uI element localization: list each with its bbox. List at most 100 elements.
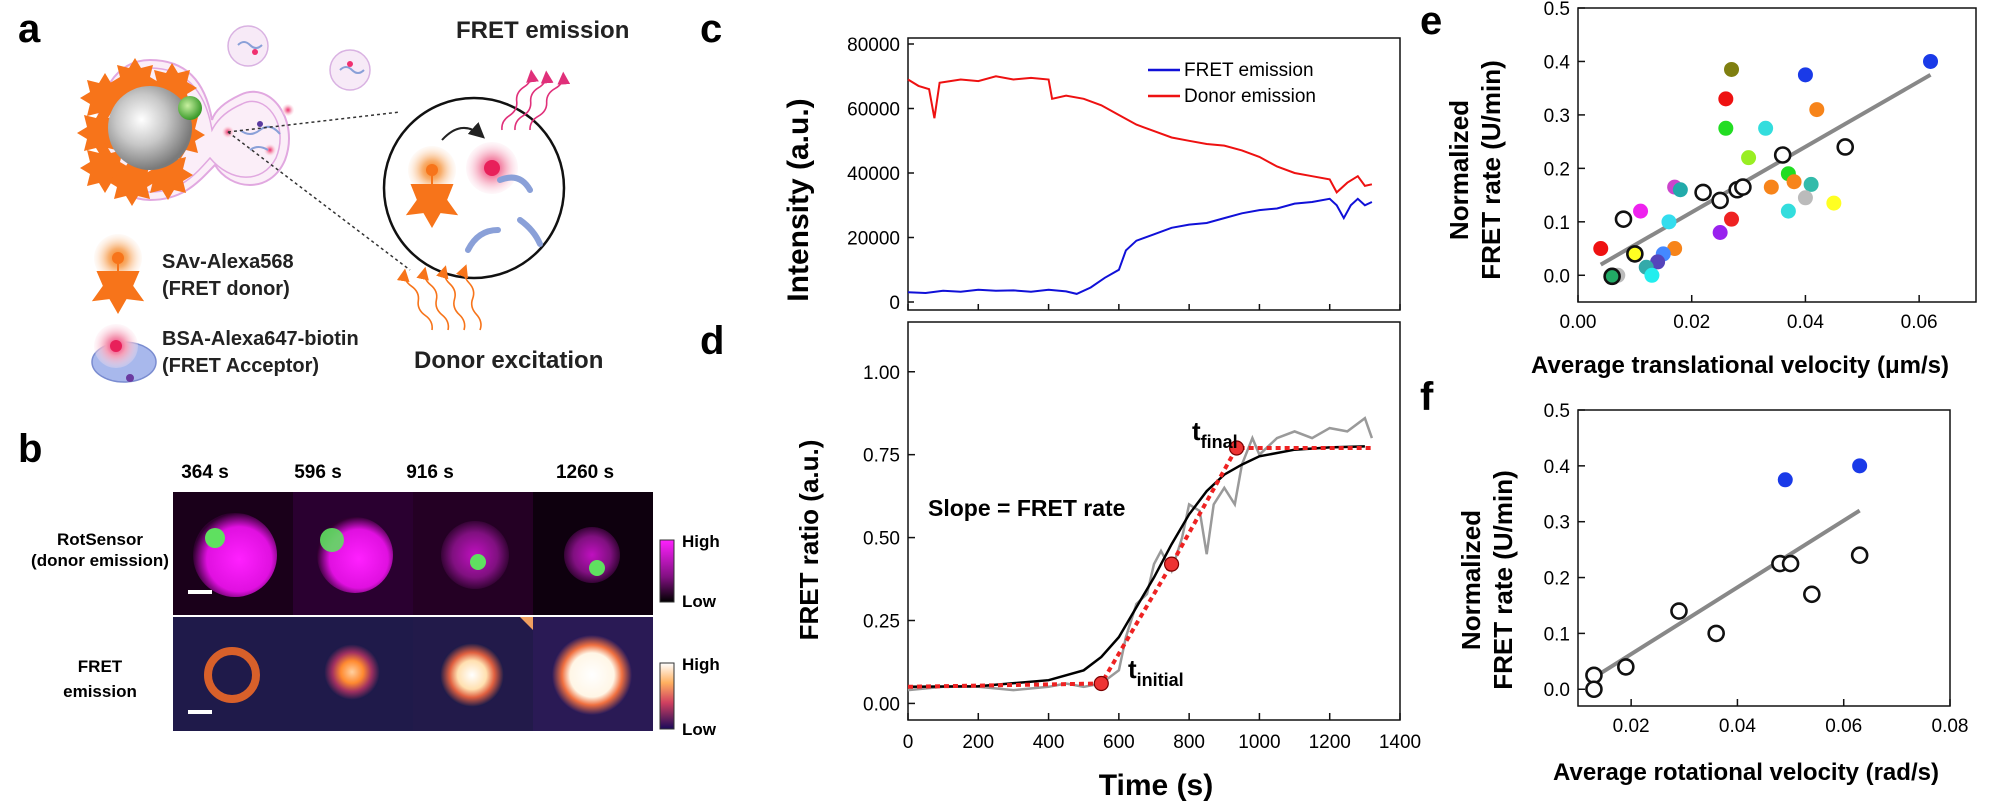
time-label-2: 596 s [294, 462, 342, 483]
e-ytick-label: 0.2 [1544, 159, 1570, 180]
f-point [1777, 472, 1793, 488]
vesicles [227, 25, 371, 91]
f-point [1852, 458, 1868, 474]
d-xtick-label: 800 [1173, 732, 1205, 753]
f-ytick-label: 0.2 [1544, 569, 1570, 590]
f-ytick-label: 0.3 [1544, 513, 1570, 534]
f-xtick-label: 0.02 [1613, 716, 1650, 737]
e-marks [1593, 53, 1939, 286]
panel-c: c Intensity (a.u.) 0 20000 40000 60000 80000… [700, 7, 1401, 314]
d-plot-frame [907, 321, 1401, 721]
c-ytick-label: 40000 [847, 164, 900, 185]
f-xtick-label: 0.04 [1719, 716, 1756, 737]
time-label-4: 1260 s [556, 462, 614, 483]
d-ylabel: FRET ratio (a.u.) [794, 440, 824, 641]
e-point [1694, 183, 1712, 202]
e-point [1836, 138, 1855, 156]
donor-legend: SAv-Alexa568 (FRET donor) [91, 234, 294, 315]
e-point [1667, 241, 1683, 257]
e-point [1741, 150, 1757, 166]
e-xtick-label: 0.06 [1901, 312, 1938, 333]
panel-label-e: e [1420, 0, 1442, 43]
c-ytick-label: 20000 [847, 229, 900, 250]
f-fit-line [1587, 508, 1861, 683]
c-ylabel: Intensity (a.u.) [782, 98, 815, 301]
legend-fret-emission: FRET emission [1184, 60, 1314, 81]
panel-e: e Normalized FRET rate (U/min) Average t… [1420, 0, 1977, 379]
donor-name: SAv-Alexa568 [162, 251, 294, 273]
e-ytick-label: 0.5 [1544, 0, 1570, 20]
row1-label-line1: RotSensor [57, 530, 143, 549]
fret-scale-bar: High Low [659, 655, 720, 739]
e-point [1809, 102, 1825, 118]
d-series-slope [907, 446, 1372, 689]
f-xtick-label: 0.08 [1932, 716, 1969, 737]
donor-excitation-title: Donor excitation [414, 347, 603, 374]
f-ylabel-line1: Normalized [1456, 510, 1486, 650]
fret-emission-title: FRET emission [456, 17, 629, 44]
row2-label-line1: FRET [78, 657, 123, 676]
scale2-high: High [682, 655, 720, 674]
f-axes: 0.02 0.04 0.06 0.08 0.0 0.1 0.2 0.3 0.4 0.5 [1544, 401, 1969, 737]
d-ytick-label: 0.25 [863, 612, 900, 633]
f-xtick-label: 0.06 [1825, 716, 1862, 737]
d-series [907, 416, 1374, 692]
e-point [1826, 195, 1842, 211]
scale1-high: High [682, 532, 720, 551]
c-ytick-label: 80000 [847, 35, 900, 56]
d-axes: 0 200 400 600 800 1000 1200 1400 0.00 0.25 0.50 0.7… [863, 363, 1421, 753]
c-legend: FRET emission Donor emission [1148, 60, 1316, 107]
d-xtick-label: 600 [1103, 732, 1135, 753]
e-point [1644, 267, 1660, 283]
d-xlabel: Time (s) [1099, 769, 1213, 802]
d-ytick-label: 1.00 [863, 363, 900, 384]
acceptor-name: BSA-Alexa647-biotin [162, 328, 359, 350]
fret-emission-arrows [501, 69, 571, 131]
d-ytick-label: 0.75 [863, 446, 900, 467]
gold-nanoparticle [108, 86, 192, 170]
f-ytick-label: 0.5 [1544, 401, 1570, 422]
d-marker [1228, 440, 1245, 456]
panel-d: d FRET ratio (a.u.) Time (s) 0 200 400 600 8… [700, 319, 1421, 802]
d-xtick-label: 400 [1033, 732, 1065, 753]
d-ytick-label: 0.50 [863, 529, 900, 550]
row2-label-line2: emission [63, 682, 137, 701]
zoom-contents [405, 122, 543, 253]
panel-a: a [18, 7, 629, 383]
c-series-line [907, 197, 1373, 295]
green-marker [178, 96, 202, 120]
scale1-low: Low [682, 592, 717, 611]
f-point [1803, 585, 1821, 604]
e-ytick-label: 0.1 [1544, 213, 1570, 234]
e-point [1712, 225, 1728, 241]
e-point [1763, 179, 1779, 195]
e-point [1711, 191, 1729, 210]
d-series-fit [907, 445, 1365, 689]
d-xtick-label: 1400 [1379, 732, 1421, 753]
e-ytick-label: 0.3 [1544, 106, 1570, 127]
e-ylabel-line1: Normalized [1444, 100, 1474, 240]
e-plot-frame [1577, 7, 1977, 303]
d-marker [1093, 675, 1109, 692]
f-xlabel: Average rotational velocity (rad/s) [1553, 759, 1939, 786]
t-final-label: tfinal [1192, 416, 1238, 452]
e-xtick-label: 0.04 [1787, 312, 1824, 333]
f-plot-frame [1577, 409, 1951, 707]
donor-excitation-arrows [396, 264, 482, 331]
zoom-line-top [227, 111, 401, 133]
d-xtick-label: 200 [962, 732, 994, 753]
c-series [907, 75, 1373, 295]
f-ytick-label: 0.0 [1544, 680, 1570, 701]
fret-emission-images [173, 617, 653, 731]
e-axes: 0.00 0.02 0.04 0.06 0.0 0.1 0.2 0.3 0.4 0.5 [1544, 0, 1938, 333]
t-initial-label: tinitial [1128, 654, 1184, 690]
scale2-low: Low [682, 720, 717, 739]
e-point [1923, 53, 1939, 69]
legend-donor-emission: Donor emission [1184, 86, 1316, 107]
f-point [1617, 658, 1635, 676]
e-point [1786, 174, 1802, 190]
zoom-line-bottom [227, 131, 411, 271]
panel-label-c: c [700, 7, 722, 51]
d-ytick-label: 0.00 [863, 694, 900, 715]
d-marker [1163, 556, 1180, 572]
